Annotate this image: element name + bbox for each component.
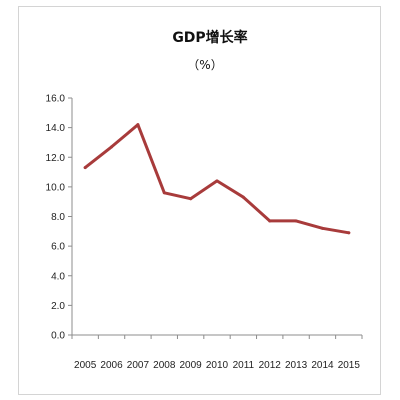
data-point-2009	[189, 197, 193, 201]
y-axis-ticks: 0.0 2.0 4.0 6.0 8.0 10.0 12.0 14.0 16.0	[46, 94, 72, 342]
y-tick-label: 0.0	[51, 331, 65, 342]
data-point-2008	[162, 191, 166, 195]
y-tick-label: 14.0	[46, 123, 66, 134]
data-point-2007	[136, 123, 140, 127]
y-tick-label: 16.0	[46, 94, 66, 105]
chart-title: GDP增长率	[172, 29, 247, 46]
x-tick-label: 2011	[233, 360, 255, 371]
y-tick-label: 6.0	[51, 242, 65, 253]
data-point-2006	[110, 145, 114, 149]
chart-subtitle: （%）	[187, 58, 222, 72]
series-line	[83, 123, 351, 235]
y-tick-label: 2.0	[51, 301, 65, 312]
y-tick-label: 10.0	[46, 182, 66, 193]
x-tick-label: 2013	[285, 360, 308, 371]
data-point-2011	[241, 195, 245, 199]
data-point-2015	[347, 231, 351, 235]
series-group	[83, 123, 351, 235]
data-point-2010	[215, 179, 219, 183]
data-point-2012	[268, 219, 272, 223]
x-tick-label: 2007	[127, 360, 150, 371]
x-tick-label: 2015	[338, 360, 361, 371]
data-point-2013	[294, 219, 298, 223]
chart-frame	[18, 6, 381, 395]
x-axis-ticks: 2005 2006 2007 2008 2009 2010 2011 2012 2013 2014…	[71, 335, 363, 371]
x-tick-label: 2012	[259, 360, 282, 371]
data-point-2014	[320, 226, 324, 230]
x-tick-label: 2008	[153, 360, 176, 371]
x-tick-label: 2009	[180, 360, 203, 371]
y-tick-label: 8.0	[51, 212, 65, 223]
data-point-2005	[83, 166, 87, 170]
x-tick-label: 2006	[100, 360, 123, 371]
y-tick-label: 12.0	[46, 153, 66, 164]
x-tick-label: 2010	[206, 360, 229, 371]
y-tick-label: 4.0	[51, 271, 65, 282]
x-tick-label: 2014	[311, 360, 334, 371]
x-tick-label: 2005	[74, 360, 97, 371]
